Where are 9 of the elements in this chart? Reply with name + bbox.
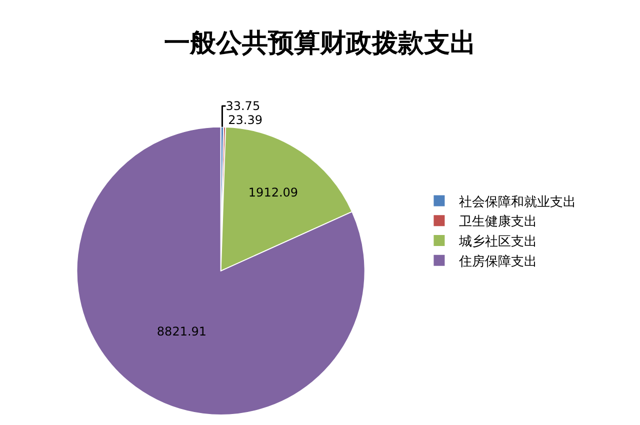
legend-label: 城乡社区支出 [458, 234, 538, 250]
data-label: 8821.91 [156, 324, 207, 338]
legend-label: 卫生健康支出 [459, 214, 538, 230]
data-label: 1912.09 [248, 186, 298, 200]
legend-label: 社会保障和就业支出 [459, 194, 576, 210]
chart-title: 一般公共预算财政拨款支出 [164, 28, 476, 59]
data-label: 23.39 [228, 112, 262, 127]
legend-label: 住房保障支出 [458, 253, 538, 270]
data-label: 33.75 [226, 98, 260, 113]
